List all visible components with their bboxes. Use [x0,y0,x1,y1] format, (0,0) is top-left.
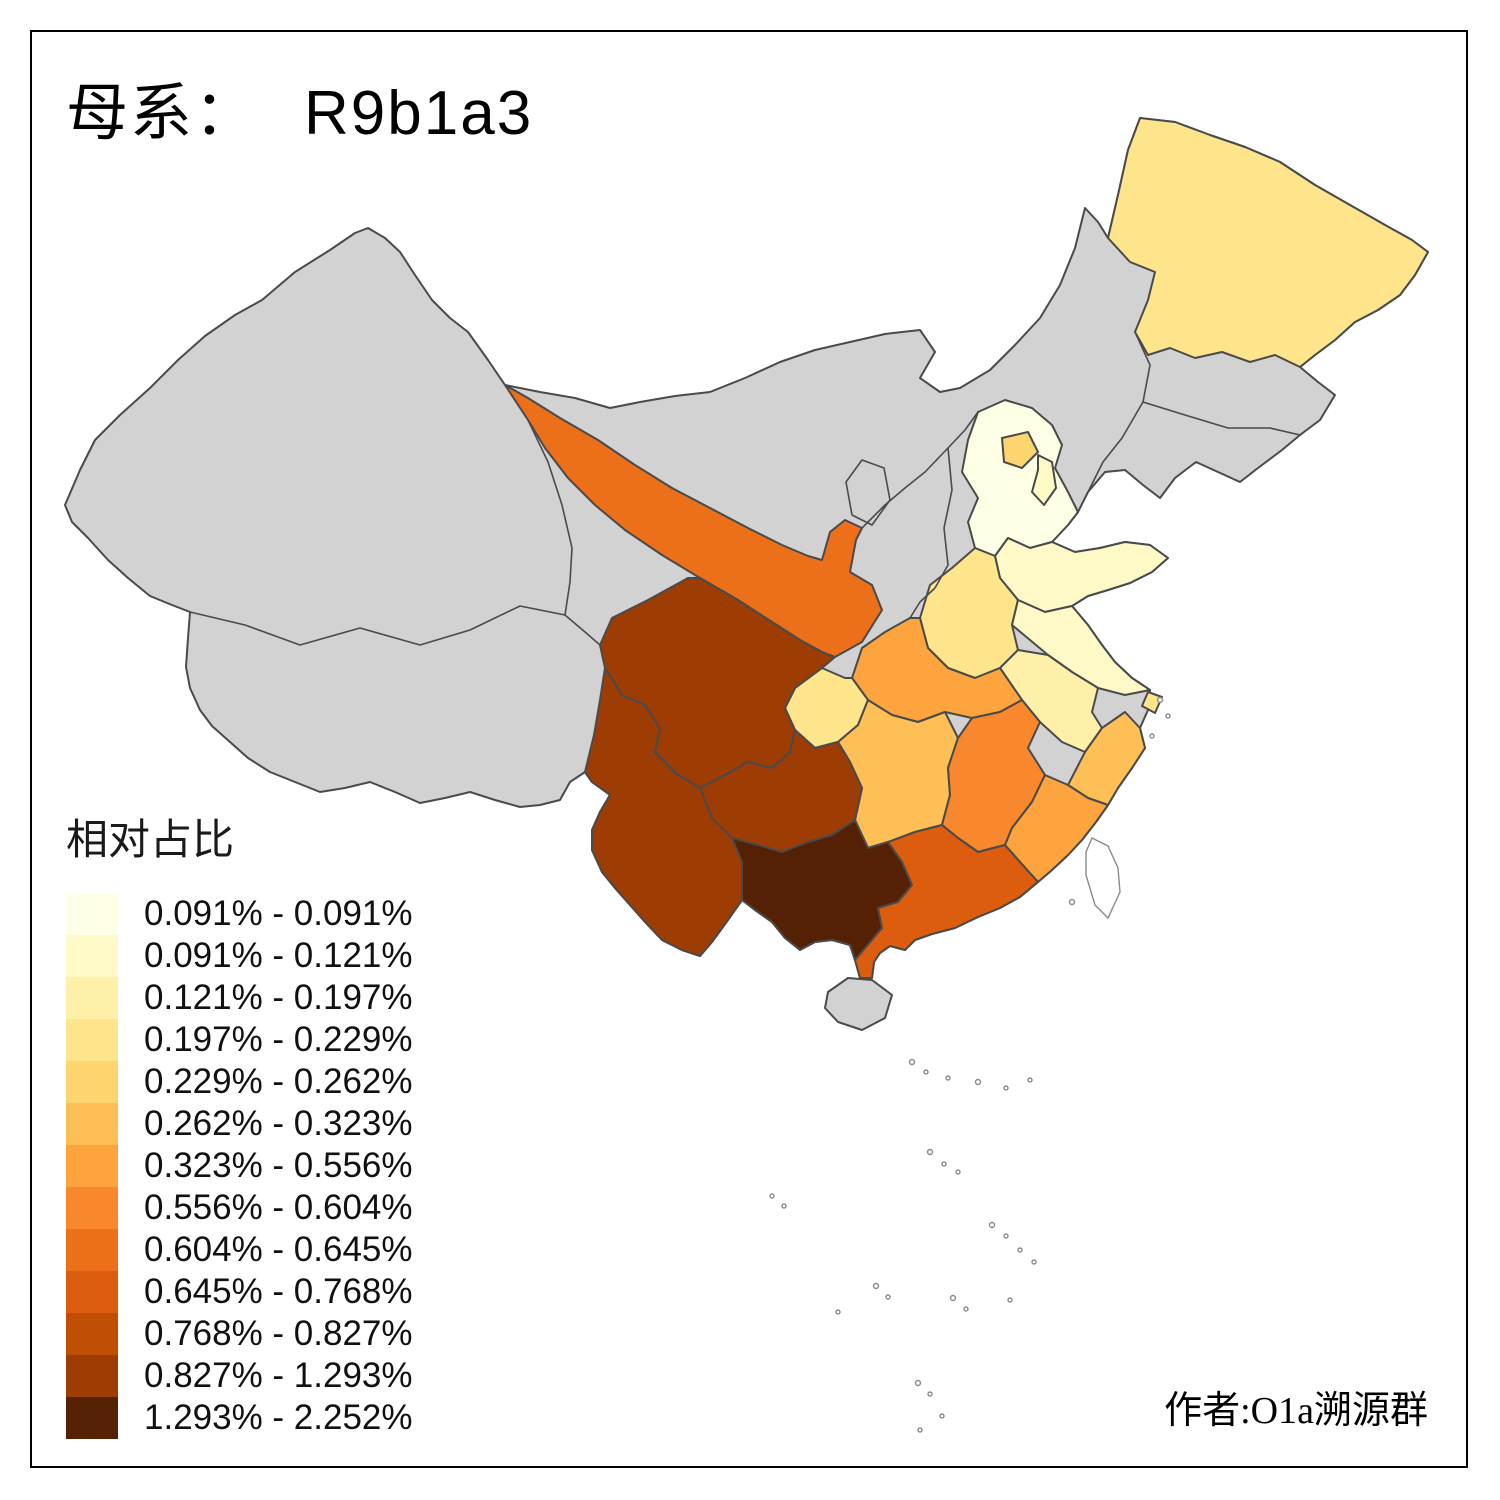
legend-row: 0.323% - 0.556% [66,1145,413,1187]
map-title: 母系： R9b1a3 [66,62,533,152]
province-heilongjiang [1107,117,1429,368]
legend-swatch [66,935,118,977]
legend-row: 0.604% - 0.645% [66,1229,413,1271]
legend-swatch [66,1271,118,1313]
legend-swatch [66,1313,118,1355]
province-fujian [1004,774,1109,883]
legend-label: 0.197% - 0.229% [144,1020,413,1059]
legend-swatch [66,1019,118,1061]
legend-swatch [66,1145,118,1187]
legend-swatch [66,1103,118,1145]
legend-label: 0.229% - 0.262% [144,1062,413,1101]
legend-row: 0.645% - 0.768% [66,1271,413,1313]
province-tianjin [1031,454,1057,506]
legend-swatch [66,1187,118,1229]
legend-label: 0.604% - 0.645% [144,1230,413,1269]
legend-row: 0.091% - 0.091% [66,893,413,935]
legend-label: 0.645% - 0.768% [144,1272,413,1311]
legend-row: 1.293% - 2.252% [66,1397,413,1439]
legend-label: 0.262% - 0.323% [144,1104,413,1143]
province-guangdong [854,824,1039,979]
legend-label: 0.091% - 0.121% [144,936,413,975]
author-credit: 作者:O1a溯源群 [1164,1390,1428,1432]
legend-row: 0.121% - 0.197% [66,977,413,1019]
legend-swatch [66,1397,118,1439]
legend-swatch [66,1229,118,1271]
province-yunnan [584,667,743,957]
province-hainan [824,977,893,1031]
legend-row: 0.262% - 0.323% [66,1103,413,1145]
legend: 相对占比 0.091% - 0.091% 0.091% - 0.121% 0.1… [66,806,413,1439]
legend-label: 0.827% - 1.293% [144,1356,413,1395]
legend-row: 0.827% - 1.293% [66,1355,413,1397]
title-prefix: 母系： [66,80,259,148]
legend-row: 0.197% - 0.229% [66,1019,413,1061]
province-zhejiang [1067,711,1146,806]
plot-border [30,30,1468,1468]
legend-label: 1.293% - 2.252% [144,1398,413,1437]
legend-row: 0.229% - 0.262% [66,1061,413,1103]
legend-title: 相对占比 [66,818,235,864]
legend-label: 0.556% - 0.604% [144,1188,413,1227]
legend-label: 0.768% - 0.827% [144,1314,413,1353]
legend-swatch [66,893,118,935]
legend-label: 0.323% - 0.556% [144,1146,413,1185]
sea-islands [769,696,1171,1433]
province-shanghai [1141,691,1163,714]
province-gansu [504,384,883,658]
legend-row: 0.556% - 0.604% [66,1187,413,1229]
legend-row: 0.768% - 0.827% [66,1313,413,1355]
legend-label: 0.121% - 0.197% [144,978,413,1017]
title-haplogroup: R9b1a3 [304,79,534,148]
legend-row: 0.091% - 0.121% [66,935,413,977]
legend-swatch [66,977,118,1019]
province-taiwan [1085,837,1121,920]
no-data-province-borders [189,331,1301,646]
legend-swatch [66,1061,118,1103]
legend-label: 0.091% - 0.091% [144,894,413,933]
legend-swatch [66,1355,118,1397]
province-beijing [1001,431,1039,469]
